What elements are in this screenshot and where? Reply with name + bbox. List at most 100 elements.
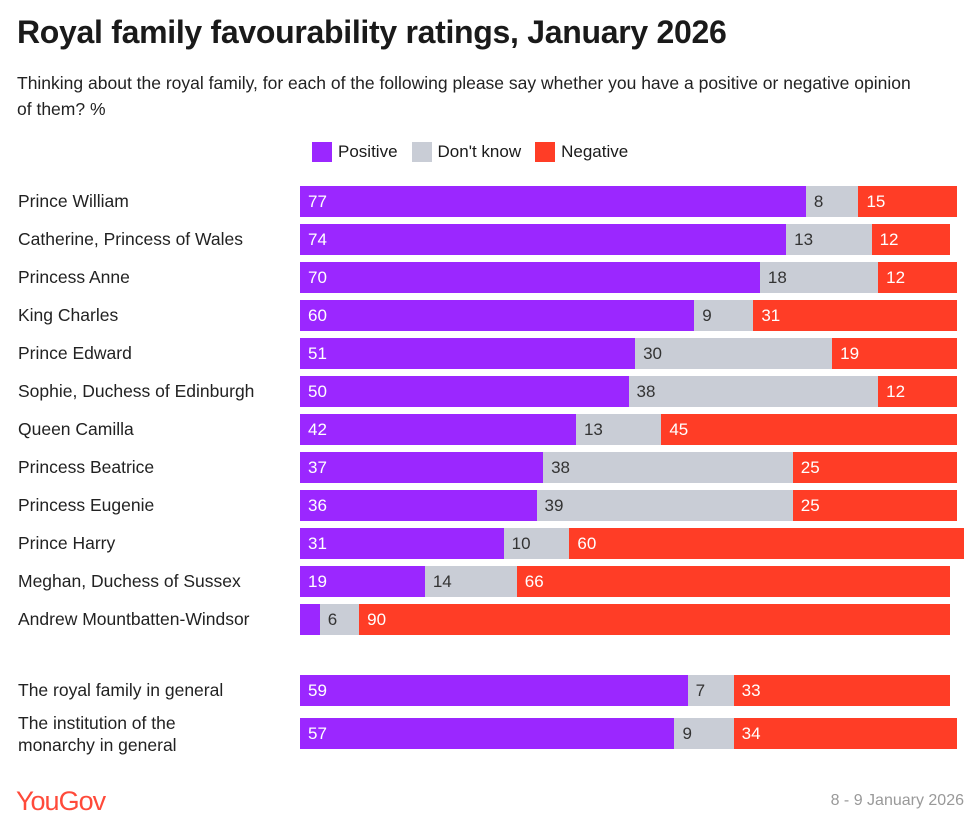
data-label-positive: 60 <box>308 306 327 325</box>
fieldwork-date: 8 - 9 January 2026 <box>830 792 964 809</box>
data-label-positive: 59 <box>308 681 327 700</box>
data-label-positive: 70 <box>308 268 327 287</box>
bar-positive <box>300 376 629 407</box>
bar-dont-know <box>674 718 734 749</box>
category-label: Catherine, Princess of Wales <box>18 229 243 249</box>
bar-dont-know <box>319 604 360 635</box>
bar-positive <box>300 566 425 597</box>
data-label-negative: 45 <box>669 420 689 439</box>
data-label-dont-know: 18 <box>767 268 787 287</box>
bar-positive <box>300 338 636 369</box>
bar-positive <box>300 452 544 483</box>
bar-negative <box>832 338 957 369</box>
bar-positive <box>300 186 806 217</box>
data-label-negative: 12 <box>886 268 906 287</box>
data-label-positive: 51 <box>308 344 327 363</box>
bar-negative <box>858 186 957 217</box>
data-label-positive: 19 <box>308 572 327 591</box>
bar-dont-know <box>543 452 793 483</box>
legend-swatch-negative <box>535 142 556 162</box>
bar-negative <box>661 414 957 445</box>
data-label-positive: 36 <box>308 496 327 515</box>
bar-negative <box>733 718 957 749</box>
bar-dont-know <box>628 376 879 407</box>
bar-dont-know <box>536 490 793 521</box>
category-label: Sophie, Duchess of Edinburgh <box>18 381 255 401</box>
category-label: The royal family in general <box>18 680 224 700</box>
legend-swatch-dont-know <box>411 142 432 162</box>
legend-label-dont-know: Don't know <box>437 142 522 161</box>
legend-label-negative: Negative <box>561 142 629 161</box>
data-label-negative: 15 <box>866 192 886 211</box>
data-label-positive: 37 <box>308 458 327 477</box>
data-label-dont-know: 9 <box>702 306 712 325</box>
yougov-logo: YouGov <box>16 786 106 816</box>
data-label-negative: 60 <box>577 534 597 553</box>
data-label-dont-know: 9 <box>682 724 692 743</box>
bar-dont-know <box>687 675 734 706</box>
category-label: Andrew Mountbatten-Windsor <box>18 609 250 629</box>
data-label-dont-know: 13 <box>583 420 603 439</box>
data-label-positive: 74 <box>308 230 327 249</box>
data-label-dont-know: 38 <box>551 458 570 477</box>
bar-negative <box>871 224 951 255</box>
bar-negative <box>753 300 957 331</box>
data-label-positive: 77 <box>308 192 327 211</box>
data-label-dont-know: 10 <box>511 534 531 553</box>
bar-positive <box>300 414 576 445</box>
category-label: Prince William <box>18 191 129 211</box>
bar-positive <box>300 262 760 293</box>
category-label: Prince Edward <box>18 343 132 363</box>
bar-dont-know <box>575 414 662 445</box>
data-label-positive: 31 <box>308 534 327 553</box>
data-label-positive: 42 <box>308 420 327 439</box>
category-label: Princess Anne <box>18 267 130 287</box>
data-label-dont-know: 6 <box>327 610 338 629</box>
bar-positive <box>300 675 688 706</box>
data-label-dont-know: 39 <box>544 496 564 515</box>
data-label-negative: 66 <box>524 572 544 591</box>
category-label: Queen Camilla <box>18 419 134 439</box>
data-label-dont-know: 38 <box>636 382 656 401</box>
bar-negative <box>792 490 957 521</box>
data-label-positive: 50 <box>308 382 327 401</box>
bar-negative <box>516 566 951 597</box>
bar-positive <box>300 300 695 331</box>
data-label-positive: 57 <box>308 724 327 743</box>
bar-negative <box>359 604 951 635</box>
bar-positive <box>300 224 787 255</box>
legend-swatch-positive <box>312 142 332 162</box>
category-label: King Charles <box>18 305 119 325</box>
bar-dont-know <box>503 528 570 559</box>
bar-positive <box>300 604 320 635</box>
data-label-negative: 12 <box>886 382 906 401</box>
data-label-negative: 12 <box>879 230 899 249</box>
bar-negative <box>569 528 964 559</box>
bar-negative <box>733 675 951 706</box>
chart-title: Royal family favourability ratings, Janu… <box>17 14 727 50</box>
legend-item-negative: Negative <box>535 142 628 162</box>
category-label: The institution of the monarchy in gener… <box>18 713 177 755</box>
legend-label-positive: Positive <box>338 142 398 161</box>
data-label-negative: 25 <box>800 458 820 477</box>
category-label: Prince Harry <box>18 533 116 553</box>
data-label-negative: 34 <box>741 724 761 743</box>
bar-dont-know <box>424 566 517 597</box>
legend-item-dont-know: Don't know <box>411 142 522 162</box>
bar-positive <box>300 718 675 749</box>
legend: Positive Don't know Negative <box>312 142 628 162</box>
data-label-negative: 25 <box>800 496 820 515</box>
category-label: Princess Beatrice <box>18 457 155 477</box>
data-label-negative: 31 <box>761 306 781 325</box>
category-label: Meghan, Duchess of Sussex <box>18 571 241 591</box>
data-label-dont-know: 8 <box>813 192 824 211</box>
bar-dont-know <box>635 338 833 369</box>
bar-dont-know <box>786 224 872 255</box>
legend-item-positive: Positive <box>312 142 398 162</box>
chart-subtitle: Thinking about the royal family, for eac… <box>17 73 911 119</box>
data-label-dont-know: 13 <box>794 230 814 249</box>
bar-dont-know <box>694 300 754 331</box>
bar-negative <box>792 452 957 483</box>
bar-dont-know <box>805 186 859 217</box>
